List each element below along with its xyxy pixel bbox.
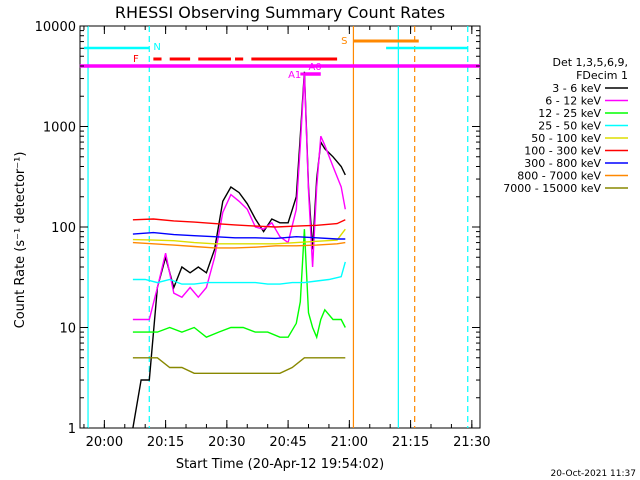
legend-label: 100 - 300 keV (524, 145, 601, 158)
y-tick-label: 100 (51, 221, 76, 236)
state-bar-label: A0 (309, 62, 322, 73)
x-tick-label: 21:00 (331, 435, 368, 450)
state-bar-label: S (341, 36, 347, 47)
legend-label: 50 - 100 keV (531, 132, 601, 145)
legend-label: 3 - 6 keV (552, 82, 601, 95)
legend-label: 25 - 50 keV (538, 120, 601, 133)
series-line (132, 218, 346, 228)
state-bar-label: F (133, 54, 139, 65)
timestamp: 20-Oct-2021 11:37 (551, 469, 636, 479)
x-tick-label: 20:45 (269, 435, 306, 450)
series-line (132, 261, 346, 285)
legend-header: FDecim 1 (576, 69, 628, 82)
y-tick-label: 10000 (35, 20, 76, 35)
series-line (132, 357, 346, 374)
legend-label: 12 - 25 keV (538, 107, 601, 120)
legend-label: 6 - 12 keV (545, 95, 601, 108)
x-tick-label: 20:15 (147, 435, 184, 450)
x-tick-label: 21:30 (453, 435, 490, 450)
series-line (132, 74, 346, 321)
y-axis-label: Count Rate (s⁻¹ detector⁻¹) (13, 152, 28, 329)
y-tick-label: 10 (59, 322, 76, 337)
legend-label: 300 - 800 keV (524, 157, 601, 170)
series-line (132, 241, 346, 249)
x-tick-label: 20:00 (86, 435, 123, 450)
series-line (132, 229, 346, 340)
y-tick-label: 1 (68, 422, 76, 437)
y-tick-label: 1000 (43, 121, 76, 136)
legend-header: Det 1,3,5,6,9, (552, 56, 628, 69)
x-axis-label: Start Time (20-Apr-12 19:54:02) (176, 457, 384, 472)
legend-label: 800 - 7000 keV (517, 170, 601, 183)
state-bar-label: N (153, 42, 160, 53)
legend-label: 7000 - 15000 keV (503, 182, 601, 195)
x-tick-label: 20:30 (208, 435, 245, 450)
x-tick-label: 21:15 (392, 435, 429, 450)
state-bar-label: A1 (288, 70, 301, 81)
series-line (132, 231, 346, 240)
chart-title: RHESSI Observing Summary Count Rates (115, 3, 445, 22)
series-line (132, 228, 346, 245)
